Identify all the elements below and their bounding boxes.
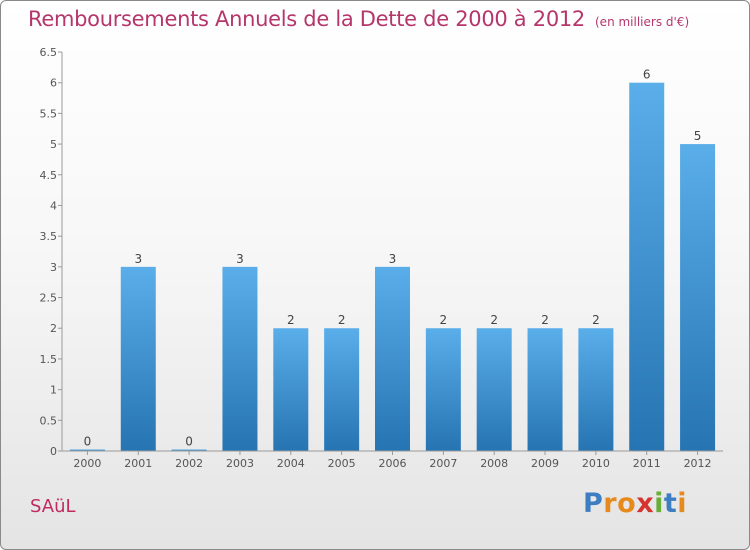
x-tick-label: 2006 (379, 457, 407, 470)
x-tick-label: 2012 (684, 457, 712, 470)
logo-letter: P (583, 488, 604, 519)
y-axis: 0 0.5 1 1.5 2 2.5 3 3.5 4 4.5 5 5.5 6 6.5 (40, 46, 63, 458)
x-tick-label: 2007 (429, 457, 457, 470)
x-tick-label: 2010 (582, 457, 610, 470)
bar-2001 (120, 266, 156, 451)
bar-2012 (680, 144, 716, 452)
logo-letter: r (603, 488, 618, 519)
y-tick-label: 1 (50, 384, 57, 397)
bar-2009 (527, 328, 563, 451)
y-tick-label: 6 (50, 77, 57, 90)
data-label: 2 (287, 313, 295, 327)
data-label: 2 (541, 313, 549, 327)
data-label: 5 (694, 129, 702, 143)
bar-2003 (222, 266, 258, 451)
data-label: 3 (236, 252, 244, 266)
logo-letter: o (617, 488, 637, 519)
bar-2000 (69, 449, 105, 451)
y-tick-label: 2 (50, 322, 57, 335)
x-tick-label: 2005 (328, 457, 356, 470)
data-label: 6 (643, 68, 651, 82)
x-tick-label: 2008 (480, 457, 508, 470)
y-tick-label: 6.5 (40, 46, 58, 59)
bar-2011 (629, 82, 665, 451)
bar-2004 (273, 328, 309, 451)
x-axis: 2000 2001 2002 2003 2004 2005 2006 2007 2008 2009… (62, 450, 723, 470)
x-tick-label: 2009 (531, 457, 559, 470)
y-tick-label: 5.5 (40, 107, 58, 120)
x-tick-label: 2000 (73, 457, 101, 470)
y-tick-label: 3 (50, 261, 57, 274)
bar-2002 (171, 449, 207, 451)
chart-title-block: Remboursements Annuels de la Dette de 20… (28, 7, 689, 31)
data-label: 2 (592, 313, 600, 327)
logo-letter: t (663, 488, 678, 519)
data-label: 3 (134, 252, 142, 266)
bar-2010 (578, 328, 614, 451)
proxiti-logo[interactable]: Proxiti (583, 488, 687, 519)
bar-2005 (324, 328, 360, 451)
y-tick-label: 2.5 (40, 292, 58, 305)
y-tick-label: 1.5 (40, 353, 58, 366)
y-tick-label: 3.5 (40, 230, 58, 243)
data-label: 2 (440, 313, 448, 327)
y-tick-label: 0 (50, 445, 57, 458)
logo-letter: i (654, 488, 664, 519)
data-label: 0 (185, 435, 193, 449)
x-tick-label: 2004 (277, 457, 305, 470)
y-tick-label: 5 (50, 138, 57, 151)
data-label: 3 (389, 252, 397, 266)
data-label: 0 (84, 435, 92, 449)
bar-2007 (425, 328, 461, 451)
bar-2006 (375, 266, 410, 451)
y-tick-label: 0.5 (40, 414, 58, 427)
chart-subtitle: (en milliers d'€) (595, 15, 690, 29)
bars: 0 3 0 3 2 2 3 2 2 2 2 6 5 (69, 68, 716, 452)
x-tick-label: 2001 (124, 457, 152, 470)
x-tick-label: 2003 (226, 457, 254, 470)
chart-title: Remboursements Annuels de la Dette de 20… (28, 7, 585, 31)
logo-letter: x (636, 488, 655, 519)
commune-name: SAüL (30, 496, 76, 517)
bar-2008 (476, 328, 512, 451)
y-tick-label: 4 (50, 199, 57, 212)
logo-letter: i (677, 488, 688, 519)
y-tick-label: 4.5 (40, 169, 58, 182)
data-label: 2 (490, 313, 498, 327)
x-tick-label: 2011 (633, 457, 661, 470)
data-label: 2 (338, 313, 346, 327)
x-tick-label: 2002 (175, 457, 203, 470)
